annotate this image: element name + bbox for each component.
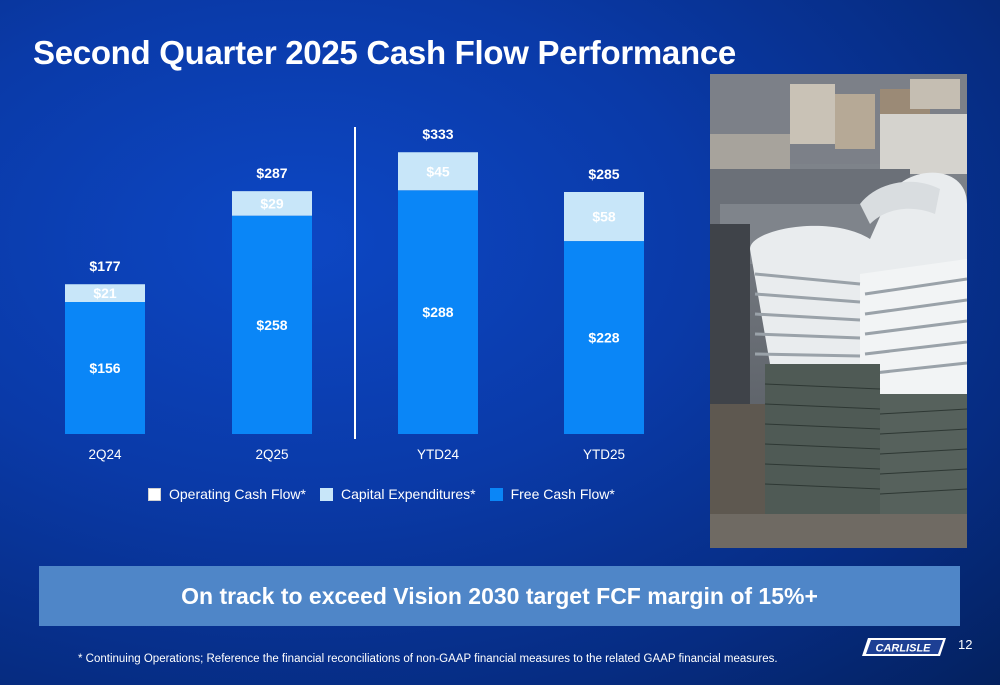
- legend-item-operating-cash-flow: Operating Cash Flow*: [148, 486, 306, 502]
- x-tick-ytd25: YTD25: [583, 447, 625, 462]
- legend-label-free-cash-flow: Free Cash Flow*: [510, 486, 615, 502]
- bar-fcf-2q24: [65, 302, 145, 434]
- label-capex-2q25: $29: [260, 195, 284, 211]
- legend-label-capital-expenditures: Capital Expenditures*: [340, 486, 476, 502]
- legend-swatch-free-cash-flow: [489, 487, 503, 501]
- page-number: 12: [958, 637, 973, 652]
- bar-fcf-2q25: [232, 215, 312, 434]
- label-total-ytd24: $333: [422, 126, 453, 142]
- bar-capex-2q24: [65, 284, 145, 302]
- label-fcf-2q24: $156: [89, 360, 120, 376]
- legend-swatch-capital-expenditures: [319, 487, 333, 501]
- legend-swatch-operating-cash-flow: [148, 487, 161, 501]
- page-title: Second Quarter 2025 Cash Flow Performanc…: [33, 34, 736, 71]
- bar-fcf-ytd25: [564, 241, 644, 434]
- bar-capex-ytd24: [398, 152, 478, 191]
- label-fcf-ytd25: $228: [588, 330, 619, 346]
- label-capex-ytd25: $58: [592, 209, 616, 225]
- legend-label-operating-cash-flow: Operating Cash Flow*: [169, 486, 306, 502]
- label-total-2q25: $287: [256, 165, 287, 181]
- label-capex-2q24: $21: [93, 285, 117, 301]
- x-tick-2q24: 2Q24: [88, 447, 122, 462]
- bar-capex-2q25: [232, 191, 312, 216]
- label-total-2q24: $177: [89, 258, 120, 274]
- footnote: * Continuing Operations; Reference the f…: [78, 653, 778, 665]
- carlisle-logo: CARLISLE: [862, 638, 946, 656]
- x-tick-ytd24: YTD24: [417, 447, 460, 462]
- legend-item-capital-expenditures: Capital Expenditures*: [319, 486, 476, 502]
- cash-flow-chart: $156 $21 $177 2Q24 $258 $29 $287 2Q25 $288 $45 $33…: [65, 126, 644, 462]
- svg-text:CARLISLE: CARLISLE: [876, 643, 932, 655]
- label-fcf-ytd24: $288: [422, 304, 453, 320]
- bar-fcf-ytd24: [398, 190, 478, 434]
- label-total-ytd25: $285: [588, 166, 619, 182]
- label-fcf-2q25: $258: [256, 317, 287, 333]
- fcf-margin-banner: On track to exceed Vision 2030 target FC…: [39, 566, 960, 626]
- chart-legend: Operating Cash Flow* Capital Expenditure…: [148, 485, 629, 503]
- label-capex-ytd24: $45: [426, 163, 450, 179]
- building-illustration: [710, 74, 967, 548]
- bar-capex-ytd25: [564, 192, 644, 242]
- legend-item-free-cash-flow: Free Cash Flow*: [489, 486, 615, 502]
- building-photo: [710, 74, 967, 548]
- x-tick-2q25: 2Q25: [255, 447, 288, 462]
